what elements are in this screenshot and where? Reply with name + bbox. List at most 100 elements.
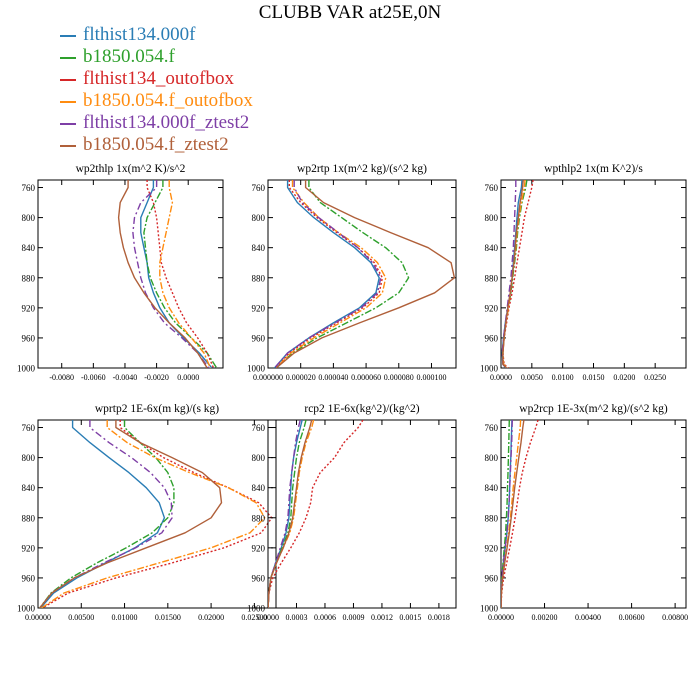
series-line (275, 180, 387, 368)
series-line (117, 180, 208, 368)
legend-swatch (60, 100, 76, 103)
series-line (268, 420, 307, 608)
y-tick-label: 1000 (17, 604, 36, 614)
y-tick-label: 880 (252, 273, 266, 283)
y-tick-label: 920 (252, 543, 266, 553)
series-line (502, 180, 528, 368)
series-line (146, 180, 215, 368)
legend-item: b1850.054.f (60, 46, 253, 68)
y-tick-label: 920 (252, 303, 266, 313)
y-tick-label: 1000 (247, 364, 266, 374)
figure-title: CLUBB VAR at25E,0N (258, 2, 442, 23)
plot-frame (500, 179, 687, 369)
legend-label: flthist134.000f (83, 24, 196, 45)
x-tick-label: 0.0012 (371, 613, 393, 622)
series-line (268, 420, 303, 608)
legend: flthist134.000f b1850.054.f flthist134_out… (60, 24, 253, 156)
y-tick-label: 960 (485, 573, 499, 583)
x-tick-label: 0.0150 (583, 373, 605, 382)
y-tick-label: 880 (252, 513, 266, 523)
legend-item: b1850.054.f_outofbox (60, 90, 253, 112)
y-tick-label: 760 (252, 423, 266, 433)
legend-item: flthist134.000f (60, 24, 253, 46)
x-tick-label: -0.0020 (144, 373, 169, 382)
y-tick-label: 1000 (480, 364, 499, 374)
legend-label: flthist134.000f_ztest2 (83, 112, 250, 133)
chart-panel: wp2rtp 1x(m^2 kg)/(s^2 kg) 760 800 840 880 92… (247, 163, 457, 382)
chart-panel: wp2thlp 1x(m^2 K)/s^2 760 800 840 880 920 960 1… (17, 163, 224, 382)
x-tick-label: -0.0080 (49, 373, 74, 382)
series-line (273, 180, 380, 368)
y-tick-label: 1000 (480, 604, 499, 614)
series-line (275, 180, 456, 368)
plot-frame (500, 419, 687, 609)
x-tick-label: 0.000080 (384, 373, 414, 382)
series-line (501, 420, 513, 608)
y-tick-label: 840 (22, 243, 36, 253)
legend-swatch (60, 34, 76, 37)
x-tick-label: 0.02000 (198, 613, 224, 622)
panel-title: wp2rtp 1x(m^2 kg)/(s^2 kg) (297, 163, 427, 175)
x-tick-label: -0.0060 (81, 373, 106, 382)
plot-frame (267, 179, 457, 369)
chart-panel: wprtp2 1E-6x(m kg)/(s kg) 760 800 840 880 920… (17, 403, 277, 622)
series-line (140, 180, 213, 368)
legend-swatch (60, 56, 76, 59)
y-tick-label: 1000 (17, 364, 36, 374)
x-tick-label: 0.000020 (286, 373, 316, 382)
legend-item: b1850.054.f_ztest2 (60, 134, 253, 156)
legend-swatch (60, 78, 76, 81)
y-tick-label: 920 (22, 303, 36, 313)
series-line (39, 420, 175, 608)
legend-label: b1850.054.f (83, 46, 175, 67)
x-tick-label: 0.00800 (662, 613, 688, 622)
series-line (501, 420, 525, 608)
x-tick-label: 0.0200 (613, 373, 635, 382)
plot-frame (37, 419, 277, 609)
x-tick-label: 0.00000 (488, 613, 514, 622)
y-tick-label: 960 (252, 573, 266, 583)
y-tick-label: 840 (252, 243, 266, 253)
y-tick-label: 880 (485, 513, 499, 523)
panel-title: wp2thlp 1x(m^2 K)/s^2 (76, 163, 186, 175)
x-tick-label: 0.0100 (552, 373, 574, 382)
legend-label: flthist134_outofbox (83, 68, 234, 89)
series-line (143, 180, 218, 368)
x-tick-label: 0.00000 (25, 613, 51, 622)
y-tick-label: 960 (252, 333, 266, 343)
series-line (268, 420, 313, 608)
x-tick-label: 0.0006 (314, 613, 336, 622)
y-tick-label: 840 (485, 483, 499, 493)
series-line (41, 420, 266, 608)
y-tick-label: 840 (485, 243, 499, 253)
x-tick-label: 0.00200 (532, 613, 558, 622)
series-line (275, 180, 384, 368)
panel-title: wpthlp2 1x(m K^2)/s (544, 163, 643, 175)
legend-swatch (60, 144, 76, 147)
y-tick-label: 920 (485, 303, 499, 313)
chart-panel: wpthlp2 1x(m K^2)/s 760 800 840 880 920 960 100… (480, 163, 687, 382)
y-tick-label: 800 (252, 453, 266, 463)
x-tick-label: 0.0000 (177, 373, 199, 382)
y-tick-label: 760 (252, 183, 266, 193)
legend-swatch (60, 122, 76, 125)
plot-frame (37, 179, 224, 369)
y-tick-label: 960 (485, 333, 499, 343)
y-tick-label: 800 (485, 453, 499, 463)
y-tick-label: 760 (485, 183, 499, 193)
x-tick-label: 0.0015 (399, 613, 421, 622)
y-tick-label: 800 (485, 213, 499, 223)
y-tick-label: 760 (22, 183, 36, 193)
panel-title: rcp2 1E-6x(kg^2)/(kg^2) (304, 403, 419, 415)
y-tick-label: 960 (22, 333, 36, 343)
series-line (132, 180, 210, 368)
series-line (273, 180, 382, 368)
x-tick-label: 0.02500 (241, 613, 267, 622)
y-tick-label: 880 (22, 513, 36, 523)
series-line (268, 420, 301, 608)
panel-title: wp2rcp 1E-3x(m^2 kg)/(s^2 kg) (519, 403, 668, 415)
x-tick-label: 0.0018 (428, 613, 450, 622)
x-tick-label: 0.00600 (619, 613, 645, 622)
x-tick-label: 0.00500 (68, 613, 94, 622)
